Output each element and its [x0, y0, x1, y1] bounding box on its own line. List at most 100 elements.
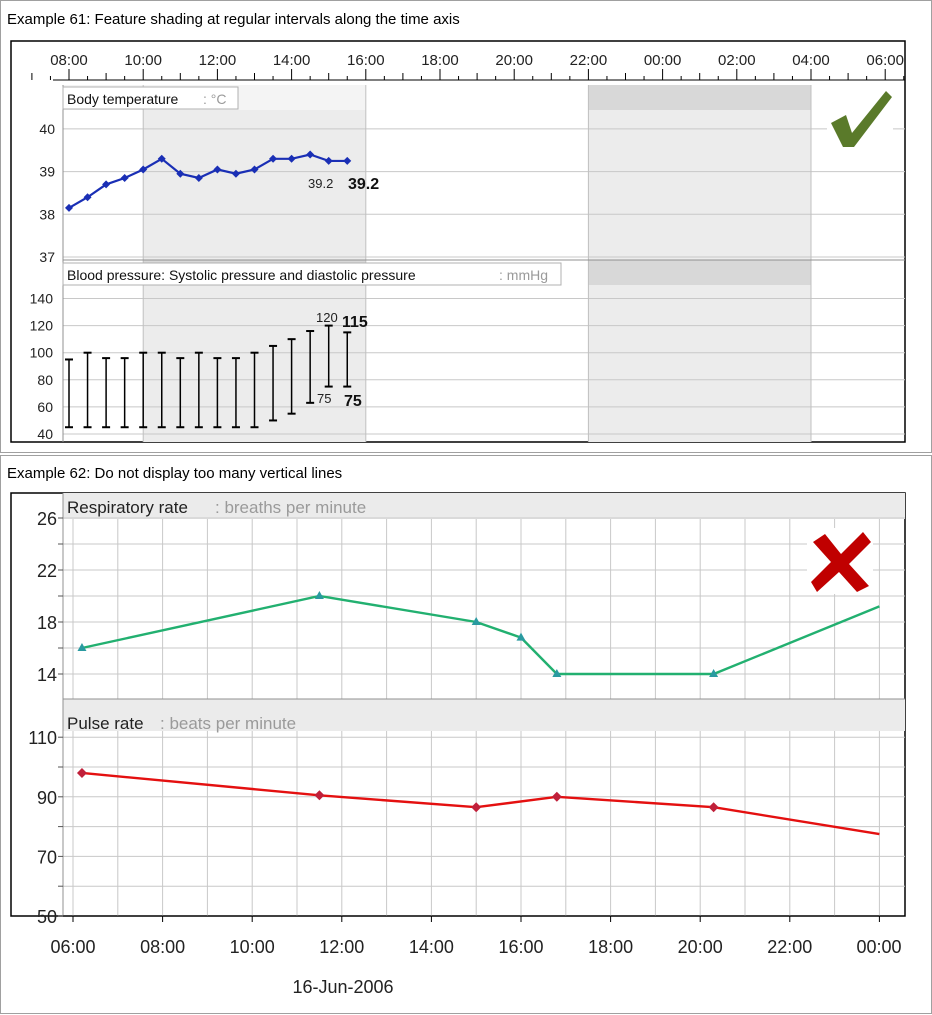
bp-systolic-last-big: 115 [342, 314, 368, 331]
time-tick-label: 14:00 [273, 52, 311, 69]
time-tick-label: 08:00 [140, 937, 185, 957]
time-tick-label: 04:00 [792, 52, 830, 69]
temp-data-point [83, 193, 92, 202]
temp-data-point [231, 169, 240, 178]
check-mark-icon [827, 87, 893, 151]
bp-ytick-label: 100 [30, 345, 54, 361]
pulse-unit: : beats per minute [160, 714, 296, 733]
time-tick-label: 10:00 [124, 52, 162, 69]
date-label: 16-Jun-2006 [292, 977, 393, 997]
resp-data-point [314, 591, 324, 599]
temp-data-point [157, 154, 166, 163]
pulse-title: Pulse rate [67, 714, 144, 733]
pulse-series-line [81, 771, 880, 836]
time-tick-label: 22:00 [570, 52, 608, 69]
temp-data-point [213, 165, 222, 174]
temp-title-box [62, 86, 239, 110]
temp-data-point [306, 150, 315, 159]
resp-data-point [552, 669, 562, 677]
pulse-header-bg [63, 699, 905, 731]
pulse-data-point [708, 802, 719, 813]
temp-ytick-label: 39 [39, 164, 55, 180]
bp-ytick-label: 140 [30, 291, 54, 307]
time-tick-label: 16:00 [347, 52, 385, 69]
example-61-caption: Example 61: Feature shading at regular i… [7, 11, 460, 28]
bp-ytick-label: 60 [37, 399, 53, 415]
resp-ytick-label: 18 [37, 613, 57, 633]
temp-data-point [102, 180, 111, 189]
time-tick-label: 06:00 [50, 937, 95, 957]
resp-unit: : breaths per minute [215, 498, 366, 517]
temp-data-point [343, 156, 352, 165]
bp-diastolic-last-big: 75 [344, 393, 362, 410]
time-tick-label: 22:00 [767, 937, 812, 957]
temp-ytick-label: 37 [39, 249, 55, 265]
pulse-data-point [551, 791, 562, 802]
pulse-data-point [471, 802, 482, 813]
cross-mark-icon-shape [811, 532, 871, 592]
temp-data-point [120, 174, 129, 183]
time-tick-label: 18:00 [421, 52, 459, 69]
temp-data-point [194, 174, 203, 183]
resp-data-point [516, 632, 526, 641]
example-62-caption: Example 62: Do not display too many vert… [7, 465, 343, 482]
resp-ytick-label: 22 [37, 561, 57, 581]
time-tick-label: 12:00 [199, 52, 237, 69]
resp-title: Respiratory rate [67, 498, 188, 517]
pulse-ytick-label: 70 [37, 847, 57, 867]
time-tick-label: 00:00 [644, 52, 682, 69]
temp-last-value-big: 39.2 [348, 176, 379, 193]
time-tick-label: 08:00 [50, 52, 88, 69]
time-shade-band-header [588, 260, 811, 285]
time-tick-label: 14:00 [409, 937, 454, 957]
resp-ytick-label: 14 [37, 665, 57, 685]
example-61-chart: 08:00 10:00 12:00 14:00 16:00 18:00 20:00 22:00… [10, 40, 906, 443]
temp-data-point [269, 154, 278, 163]
temp-data-point [139, 165, 148, 174]
temp-last-value-small: 39.2 [308, 176, 333, 191]
time-tick-label: 20:00 [495, 52, 533, 69]
time-tick-label: 00:00 [856, 937, 901, 957]
check-mark-icon-shape [831, 91, 892, 147]
bp-ytick-label: 80 [37, 372, 53, 388]
bp-title-box [62, 262, 562, 286]
time-tick-label: 12:00 [319, 937, 364, 957]
bp-ytick-label: 40 [37, 426, 53, 442]
bp-title: Blood pressure: Systolic pressure and di… [67, 267, 416, 283]
resp-ytick-label: 26 [37, 509, 57, 529]
example-62-chart: Respiratory rate : breaths per minute Puls… [10, 492, 906, 997]
pulse-ytick-label: 50 [37, 907, 57, 927]
example-61-panel: Example 61: Feature shading at regular i… [0, 0, 932, 453]
bp-unit: : mmHg [499, 267, 548, 283]
temp-data-point [324, 156, 333, 165]
bp-systolic-last-small: 120 [316, 310, 338, 325]
temp-data-point [176, 169, 185, 178]
pulse-ytick-label: 90 [37, 788, 57, 808]
temp-title: Body temperature [67, 91, 178, 107]
temp-series-line [68, 153, 348, 209]
resp-data-point [77, 643, 87, 651]
bp-ytick-label: 120 [30, 318, 54, 334]
time-shade-band-header [588, 85, 811, 110]
pulse-data-point [76, 767, 87, 778]
resp-data-point [471, 617, 481, 625]
resp-header-bg [63, 493, 905, 519]
time-tick-label: 02:00 [718, 52, 756, 69]
temp-ytick-label: 38 [39, 206, 55, 222]
example-62-panel: Example 62: Do not display too many vert… [0, 455, 932, 1014]
time-tick-label: 10:00 [230, 937, 275, 957]
time-tick-label: 16:00 [498, 937, 543, 957]
time-tick-label: 20:00 [678, 937, 723, 957]
temp-data-point [287, 154, 296, 163]
temp-ytick-label: 40 [39, 121, 55, 137]
temp-data-point [250, 165, 259, 174]
pulse-ytick-label: 110 [28, 728, 57, 748]
temp-data-point [65, 203, 73, 212]
cross-mark-icon [807, 528, 873, 594]
resp-data-point [709, 669, 719, 677]
time-tick-label: 06:00 [866, 52, 904, 69]
temp-unit: : °C [203, 91, 227, 107]
time-tick-label: 18:00 [588, 937, 633, 957]
pulse-data-point [314, 790, 325, 801]
bp-diastolic-last-small: 75 [317, 391, 331, 406]
